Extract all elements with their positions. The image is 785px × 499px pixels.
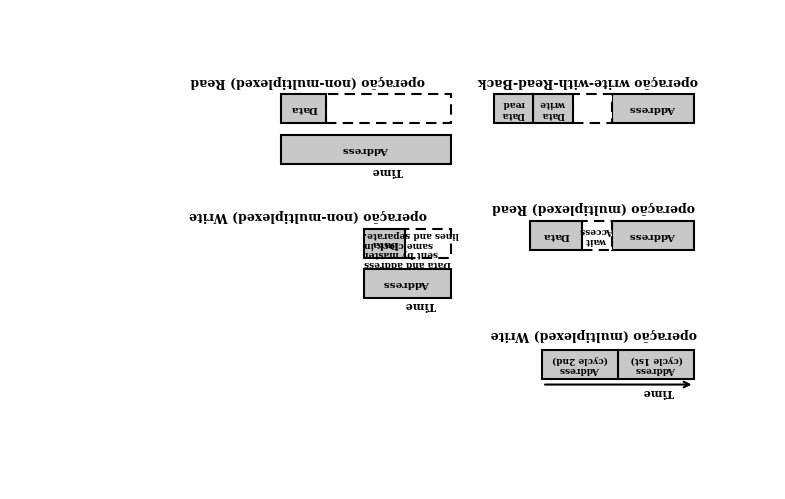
Bar bbox=[494, 94, 533, 123]
Bar bbox=[405, 229, 451, 258]
Bar bbox=[619, 350, 694, 379]
Bar bbox=[281, 135, 451, 164]
Text: operação write-with-Read-Back: operação write-with-Read-Back bbox=[478, 74, 698, 87]
Bar bbox=[364, 269, 451, 298]
Text: Data: Data bbox=[542, 231, 569, 240]
Bar bbox=[573, 94, 612, 123]
Text: Time: Time bbox=[642, 387, 674, 398]
Bar bbox=[533, 94, 573, 123]
Text: Address: Address bbox=[630, 231, 677, 240]
Text: Address: Address bbox=[343, 145, 389, 154]
Bar bbox=[542, 350, 619, 379]
Text: Data
read: Data read bbox=[502, 99, 525, 119]
Bar bbox=[582, 221, 612, 250]
Text: lines and separate.: lines and separate. bbox=[364, 230, 459, 239]
Text: operação (non-multiplexed) Write: operação (non-multiplexed) Write bbox=[189, 209, 427, 222]
Text: Time: Time bbox=[371, 166, 403, 177]
Text: Data: Data bbox=[371, 239, 398, 248]
Bar bbox=[327, 94, 451, 123]
Text: same clock in: same clock in bbox=[364, 240, 433, 249]
Text: operação (multiplexed) Write: operação (multiplexed) Write bbox=[491, 328, 697, 341]
Text: Address
(cycle 2nd): Address (cycle 2nd) bbox=[553, 355, 608, 374]
Text: Data: Data bbox=[290, 104, 317, 113]
Text: Time: Time bbox=[405, 300, 436, 311]
Bar bbox=[612, 94, 694, 123]
Bar bbox=[364, 229, 405, 258]
Text: Address: Address bbox=[385, 279, 430, 288]
Text: Address
(cycle 1st): Address (cycle 1st) bbox=[630, 355, 683, 374]
Bar bbox=[281, 94, 327, 123]
Text: sent by master: sent by master bbox=[364, 250, 438, 258]
Text: operação (non-multiplexed) Read: operação (non-multiplexed) Read bbox=[191, 74, 425, 87]
Text: Data
write: Data write bbox=[540, 99, 566, 119]
Bar bbox=[530, 221, 582, 250]
Text: Address: Address bbox=[630, 104, 677, 113]
Bar bbox=[612, 221, 694, 250]
Text: Data and address: Data and address bbox=[364, 259, 451, 268]
Text: wait
Access: wait Access bbox=[580, 226, 614, 246]
Text: operação (multiplexed) Read: operação (multiplexed) Read bbox=[492, 201, 696, 214]
